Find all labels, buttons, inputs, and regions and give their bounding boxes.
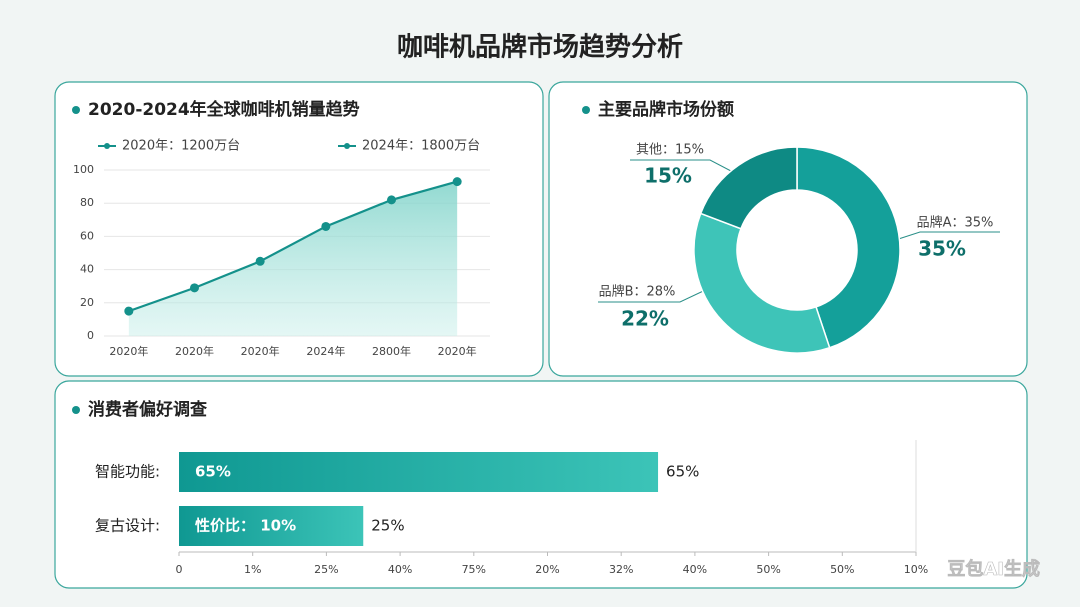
x-tick-label: 50% bbox=[830, 563, 854, 576]
title-dot bbox=[72, 106, 80, 114]
legend-icon bbox=[104, 143, 110, 149]
watermark: 豆包AI生成 bbox=[947, 558, 1040, 580]
x-tick-label: 50% bbox=[756, 563, 780, 576]
x-tick-label: 2020年 bbox=[175, 344, 214, 358]
inner-label: 性价比： 10% bbox=[195, 517, 296, 535]
point bbox=[190, 283, 199, 293]
inner-label: 65% bbox=[195, 463, 231, 481]
panel-title: 2020-2024年全球咖啡机销量趋势 bbox=[88, 99, 360, 120]
x-tick-label: 20% bbox=[535, 563, 559, 576]
title-dot bbox=[72, 406, 80, 414]
value-label: 25% bbox=[371, 517, 404, 535]
x-tick-label: 2024年 bbox=[306, 344, 345, 358]
slice-annotation: 15% bbox=[644, 164, 692, 188]
x-tick-label: 32% bbox=[609, 563, 633, 576]
y-tick-label: 60 bbox=[80, 229, 94, 242]
y-tick-label: 20 bbox=[80, 296, 94, 309]
bar bbox=[179, 452, 659, 492]
y-tick-label: 100 bbox=[73, 163, 94, 176]
slice bbox=[796, 146, 901, 349]
point bbox=[124, 306, 134, 316]
value-label: 65% bbox=[666, 463, 699, 481]
y-tick-label: 40 bbox=[80, 263, 94, 276]
slice-annotation: 22% bbox=[621, 307, 669, 331]
y-tick-label: 0 bbox=[87, 329, 94, 342]
x-tick-label: 10% bbox=[904, 563, 928, 576]
panel-title: 主要品牌市场份额 bbox=[598, 99, 734, 120]
x-tick-label: 2020年 bbox=[241, 344, 280, 358]
x-tick-label: 25% bbox=[314, 563, 338, 576]
slice-label: 品牌A：35% bbox=[917, 215, 994, 231]
point bbox=[387, 195, 396, 205]
legend-icon bbox=[344, 143, 350, 149]
page-title: 咖啡机品牌市场趋势分析 bbox=[397, 32, 683, 63]
title-dot bbox=[582, 106, 590, 114]
panel-title: 消费者偏好调查 bbox=[88, 399, 208, 420]
x-tick-label: 2800年 bbox=[372, 344, 411, 358]
y-tick-label: 80 bbox=[80, 196, 94, 209]
point bbox=[452, 177, 462, 187]
point bbox=[321, 221, 331, 231]
x-tick-label: 75% bbox=[462, 563, 486, 576]
x-tick-label: 2020年 bbox=[109, 344, 148, 358]
slice bbox=[693, 212, 831, 354]
point bbox=[255, 256, 265, 266]
x-tick-label: 40% bbox=[388, 563, 412, 576]
x-tick-label: 1% bbox=[244, 563, 261, 576]
x-tick-label: 40% bbox=[683, 563, 707, 576]
slice-label: 其他：15% bbox=[636, 143, 704, 158]
x-tick-label: 2020年 bbox=[438, 344, 477, 358]
area bbox=[128, 181, 458, 336]
legend-label: 2024年：1800万台 bbox=[362, 139, 480, 154]
x-tick-label: 0 bbox=[176, 563, 183, 576]
bar bbox=[179, 506, 364, 546]
slice-label: 品牌B：28% bbox=[599, 284, 676, 300]
category-label: 智能功能: bbox=[95, 463, 160, 481]
slice-annotation: 35% bbox=[918, 237, 966, 261]
line bbox=[128, 180, 458, 313]
category-label: 复古设计: bbox=[95, 517, 160, 535]
legend-label: 2020年：1200万台 bbox=[122, 139, 240, 154]
slice bbox=[699, 146, 798, 230]
